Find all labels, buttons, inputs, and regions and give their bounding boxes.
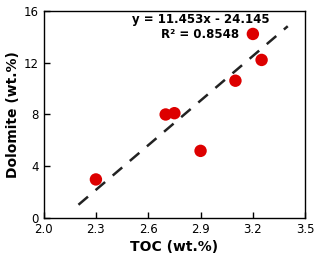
Point [198, 149, 203, 153]
Point [163, 112, 168, 116]
Y-axis label: Dolomite (wt.%): Dolomite (wt.%) [5, 51, 20, 178]
Point [233, 79, 238, 83]
Point [93, 177, 99, 181]
Point [259, 58, 264, 62]
Point [172, 111, 177, 115]
Text: y = 11.453x - 24.145
R² = 0.8548: y = 11.453x - 24.145 R² = 0.8548 [132, 13, 269, 41]
Point [250, 32, 255, 36]
X-axis label: TOC (wt.%): TOC (wt.%) [130, 240, 219, 255]
